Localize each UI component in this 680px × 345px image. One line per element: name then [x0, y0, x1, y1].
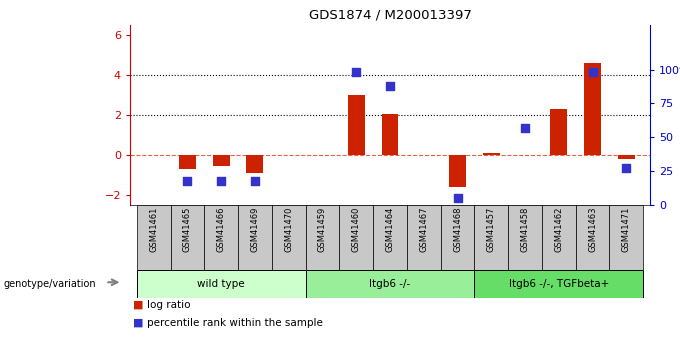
Text: Itgb6 -/-, TGFbeta+: Itgb6 -/-, TGFbeta+ — [509, 279, 609, 289]
Text: Itgb6 -/-: Itgb6 -/- — [369, 279, 411, 289]
Text: GSM41457: GSM41457 — [487, 207, 496, 252]
Bar — [213, 155, 230, 166]
Point — [250, 178, 260, 184]
Bar — [137, 270, 305, 298]
Bar — [407, 205, 441, 270]
Title: GDS1874 / M200013397: GDS1874 / M200013397 — [309, 8, 471, 21]
Point — [621, 166, 632, 171]
Bar — [618, 155, 635, 159]
Point — [351, 70, 362, 75]
Bar — [305, 270, 475, 298]
Bar — [373, 205, 407, 270]
Bar — [550, 109, 567, 155]
Bar — [576, 205, 609, 270]
Text: GSM41470: GSM41470 — [284, 207, 293, 252]
Text: log ratio: log ratio — [147, 300, 190, 310]
Text: GSM41463: GSM41463 — [588, 207, 597, 253]
Text: GSM41458: GSM41458 — [521, 207, 530, 252]
Point — [385, 83, 396, 89]
Point — [216, 178, 226, 184]
Bar — [204, 205, 238, 270]
Point — [520, 125, 530, 131]
Bar — [339, 205, 373, 270]
Text: GSM41459: GSM41459 — [318, 207, 327, 252]
Point — [182, 178, 193, 184]
Text: GSM41462: GSM41462 — [554, 207, 563, 252]
Bar — [179, 155, 196, 169]
Bar — [475, 205, 508, 270]
Text: GSM41468: GSM41468 — [453, 207, 462, 253]
Bar — [347, 95, 364, 155]
Text: percentile rank within the sample: percentile rank within the sample — [147, 318, 323, 328]
Text: ■: ■ — [133, 300, 144, 310]
Text: ■: ■ — [133, 318, 144, 328]
Text: GSM41461: GSM41461 — [149, 207, 158, 252]
Bar — [381, 114, 398, 155]
Bar — [508, 205, 542, 270]
Bar — [542, 205, 576, 270]
Bar — [449, 155, 466, 187]
Text: GSM41469: GSM41469 — [250, 207, 260, 252]
Bar — [441, 205, 475, 270]
Bar — [305, 205, 339, 270]
Text: GSM41460: GSM41460 — [352, 207, 360, 252]
Bar — [137, 205, 171, 270]
Bar — [584, 63, 601, 155]
Text: GSM41467: GSM41467 — [420, 207, 428, 253]
Bar — [171, 205, 204, 270]
Text: GSM41466: GSM41466 — [217, 207, 226, 253]
Bar — [238, 205, 272, 270]
Point — [587, 70, 598, 75]
Text: GSM41465: GSM41465 — [183, 207, 192, 252]
Bar — [609, 205, 643, 270]
Bar — [246, 155, 263, 173]
Text: GSM41464: GSM41464 — [386, 207, 394, 252]
Text: genotype/variation: genotype/variation — [3, 279, 96, 289]
Point — [452, 196, 463, 201]
Bar — [272, 205, 305, 270]
Text: wild type: wild type — [197, 279, 245, 289]
Bar — [483, 153, 500, 155]
Text: GSM41471: GSM41471 — [622, 207, 631, 252]
Bar — [475, 270, 643, 298]
